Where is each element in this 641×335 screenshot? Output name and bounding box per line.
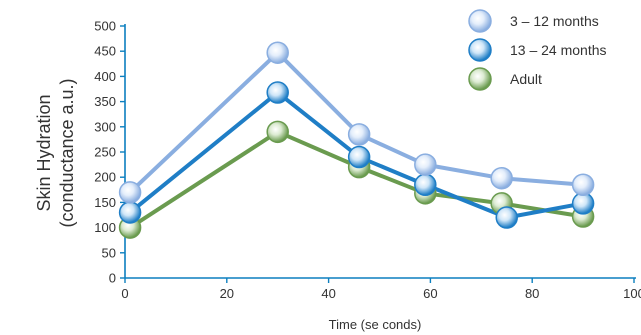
legend-label-1: 3 – 12 months (510, 13, 599, 29)
y-tick-label: 100 (94, 220, 116, 235)
x-tick-label: 100 (623, 286, 641, 301)
data-point-series-1 (571, 173, 595, 197)
x-tick-label: 40 (321, 286, 335, 301)
legend-marker-2 (468, 38, 492, 62)
y-tick-label: 500 (94, 19, 116, 34)
data-point-series-3 (266, 120, 289, 144)
data-point-series-1 (414, 153, 437, 176)
x-tick-label: 80 (525, 286, 539, 301)
x-tick-label: 20 (220, 286, 234, 301)
series-line-3 (129, 129, 584, 230)
legend-marker-1 (468, 9, 492, 33)
data-point-series-2 (266, 81, 289, 104)
legend-label-2: 13 – 24 months (510, 42, 607, 58)
y-tick-label: 0 (109, 271, 116, 286)
y-tick-label: 400 (94, 69, 116, 84)
series-line-1 (128, 50, 584, 194)
data-point-series-2 (118, 201, 142, 224)
y-tick-label: 50 (102, 245, 116, 260)
legend-label-3: Adult (510, 71, 542, 87)
y-axis-title-line-2: (conductance a.u.) (57, 78, 77, 227)
x-axis-title: Time (se conds) (329, 317, 422, 332)
y-tick-label: 300 (94, 119, 116, 134)
data-point-series-2 (347, 145, 371, 169)
data-point-series-1 (266, 41, 289, 64)
y-tick-label: 200 (94, 170, 116, 185)
data-point-series-1 (490, 166, 513, 190)
data-point-series-1 (347, 123, 371, 146)
data-point-series-2 (414, 173, 437, 197)
y-tick-label: 250 (94, 145, 116, 160)
y-tick-label: 450 (94, 44, 116, 59)
data-point-series-1 (118, 181, 142, 204)
y-tick-label: 150 (94, 195, 116, 210)
legend-marker-3 (468, 67, 492, 91)
data-point-series-2 (571, 192, 595, 215)
y-tick-label: 350 (94, 94, 116, 109)
data-point-series-2 (495, 206, 518, 229)
series-line-2 (128, 90, 584, 220)
x-tick-label: 60 (423, 286, 437, 301)
y-axis-title-line-1: Skin Hydration (34, 94, 54, 211)
series-layer (118, 41, 595, 239)
axes: 0 50 100 150 200 250 300 350 400 450 500 0 20 40 60 80 1… (94, 19, 641, 302)
x-tick-label: 0 (121, 286, 128, 301)
legend: 3 – 12 months 13 – 24 months Adult (468, 9, 607, 91)
